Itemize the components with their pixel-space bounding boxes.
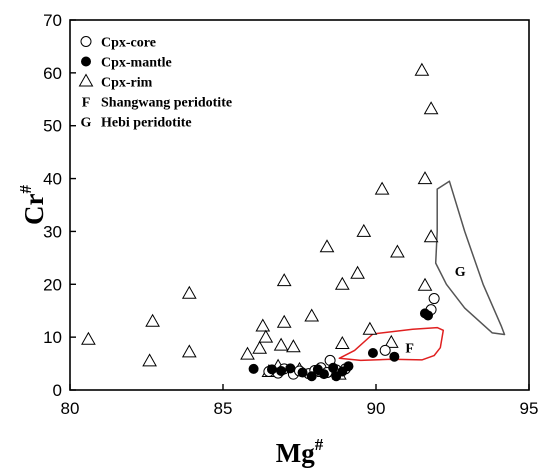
cpx-rim-point [304,308,320,322]
legend-label-cpx-core: Cpx-core [101,36,156,51]
cpx-mantle-point [328,362,339,373]
x-axis-title-main: Mg [276,438,315,468]
cpx-rim-point [181,344,197,358]
legend-item-cpx-core: Cpx-core [80,36,156,51]
legend-label-shangwang: Shangwang peridotite [101,96,232,111]
y-tick-label: 10 [43,328,62,347]
legend-label-hebi: Hebi peridotite [101,116,192,131]
cpx-core-point [428,293,440,305]
field-outline-g [434,180,506,336]
cpx-core-point [379,344,391,356]
legend-item-cpx-rim: Cpx-rim [78,73,153,91]
cpx-mantle-point [306,371,317,382]
cpx-rim-point [423,229,439,243]
x-tick-label: 85 [214,399,233,418]
legend-symbol-f: F [82,96,91,111]
y-axis-title: Cr# [16,185,49,225]
cpx-mantle-point [276,365,287,376]
cpx-mantle-point [367,348,378,358]
plot-frame [69,19,530,391]
cpx-rim-point [145,313,160,327]
legend-marker-filled-circle [81,56,91,67]
cpx-rim-point [414,62,430,76]
y-axis-title-main: Cr [19,193,49,224]
cpx-mantle-point [248,363,259,374]
legend-label-cpx-mantle: Cpx-mantle [101,56,172,71]
cpx-rim-point [258,329,274,343]
cpx-rim-point [383,334,399,348]
cpx-mantle-point [297,367,308,378]
x-tick-label: 80 [61,399,80,418]
cpx-mantle-point [343,361,354,372]
cpx-mantle-point [266,364,277,375]
legend: Cpx-core Cpx-mantle Cpx-rim F Shangwang … [78,36,232,131]
cpx-rim-point [423,101,439,115]
legend-marker-open-triangle [78,73,94,87]
y-tick-label: 20 [43,275,62,294]
x-axis-title-sup: # [315,435,324,454]
y-tick-label: 30 [43,222,62,241]
y-tick-label: 60 [43,64,62,83]
cpx-rim-point [319,239,335,253]
cpx-rim-point [273,337,289,351]
x-axis-title: Mg# [276,435,324,468]
y-tick-label: 40 [43,170,62,189]
cpx-rim-point [417,277,433,291]
y-axis-title-sup: # [16,185,35,194]
cpx-rim-point [334,276,350,290]
cpx-rim-point [286,339,301,353]
x-tick-label: 95 [520,399,539,418]
legend-symbol-g: G [81,116,92,131]
cpx-rim-point [276,273,292,287]
y-tick-label: 70 [43,11,62,30]
cpx-rim-point [276,314,292,328]
fields-layer: FG [338,180,506,362]
cpx-rim-point [350,265,365,279]
cpx-rim-point [255,318,271,332]
field-label-f: F [405,342,414,357]
cpx-rim-point [334,335,350,349]
y-tick-label: 0 [53,381,62,400]
legend-label-cpx-rim: Cpx-rim [101,76,153,91]
ticks-layer: 80 85 90 95 0 10 20 30 40 50 60 70 [43,11,538,418]
cpx-rim-point [356,223,372,237]
legend-item-cpx-mantle: Cpx-mantle [81,56,172,71]
legend-item-shangwang: F Shangwang peridotite [82,96,232,111]
cpx-rim-point [362,321,378,335]
cpx-rim-point [240,346,255,360]
cpx-mantle-point [423,310,434,321]
cpx-rim-point [374,181,390,195]
legend-item-hebi: G Hebi peridotite [81,116,192,131]
cpx-rim-point [181,285,197,299]
cpx-mantle-point [285,363,296,374]
x-tick-label: 90 [367,399,386,418]
field-label-g: G [455,265,466,280]
y-tick-label: 50 [43,117,62,136]
cpx-mantle-point [318,369,329,380]
cpx-rim-point [417,171,433,185]
cpx-rim-point [252,340,268,354]
cpx-rim-point [142,353,157,367]
cpx-mantle-point [389,351,400,362]
legend-marker-open-circle [80,36,92,47]
cpx-rim-point [81,331,96,345]
field-outline-f [338,326,445,362]
cpx-rim-point [390,244,405,258]
points-layer [81,62,440,382]
